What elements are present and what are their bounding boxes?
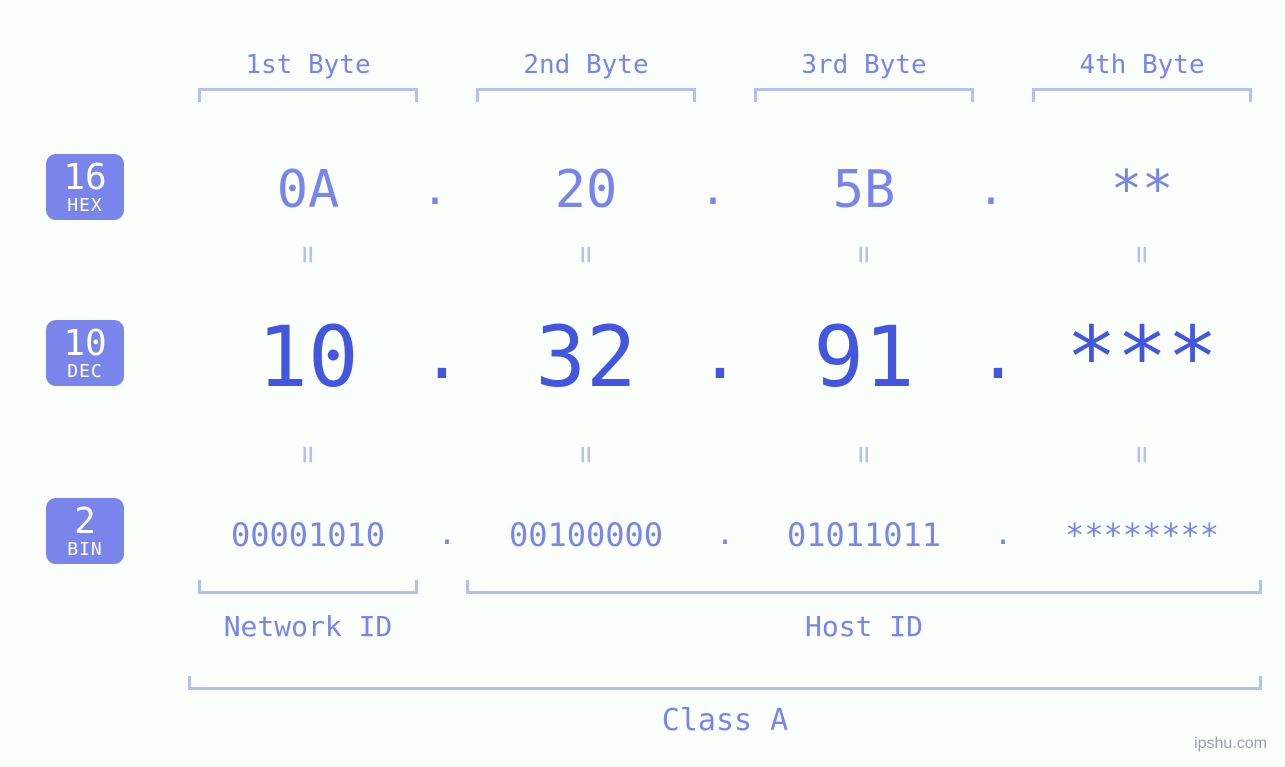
bin-sep-1: . [430,517,464,552]
hex-byte-4: ** [1012,160,1272,220]
dec-byte-4: *** [1012,308,1272,406]
hex-sep-2: . [684,164,742,215]
dec-byte-3: 91 [734,308,994,406]
badge-hex-base: 16 [63,160,106,196]
dec-sep-3: . [976,316,1020,395]
class-bracket [188,676,1262,690]
equals-dec-bin-3: = [847,440,882,470]
bin-byte-3: 01011011 [734,516,994,554]
badge-hex-label: HEX [67,196,103,216]
watermark: ipshu.com [1194,735,1267,753]
dec-byte-1: 10 [178,308,438,406]
badge-bin-label: BIN [67,540,103,560]
dec-sep-2: . [698,316,742,395]
equals-dec-bin-4: = [1125,440,1160,470]
hex-sep-3: . [962,164,1020,215]
hex-byte-3: 5B [734,160,994,220]
network-id-bracket [198,580,418,594]
bin-byte-2: 00100000 [456,516,716,554]
equals-hex-dec-1: = [291,240,326,270]
byte-header-4: 4th Byte [1012,50,1272,80]
badge-bin-base: 2 [74,504,96,540]
class-label: Class A [188,703,1262,738]
byte-header-3: 3rd Byte [734,50,994,80]
byte-top-bracket-1 [198,88,418,102]
hex-byte-1: 0A [178,160,438,220]
network-id-label: Network ID [178,610,438,643]
equals-hex-dec-2: = [569,240,604,270]
dec-byte-2: 32 [456,308,716,406]
bin-byte-4: ******** [1012,516,1272,554]
badge-dec-base: 10 [63,326,106,362]
badge-hex: 16HEX [46,154,124,220]
host-id-bracket [466,580,1262,594]
byte-header-1: 1st Byte [178,50,438,80]
hex-sep-1: . [406,164,464,215]
badge-bin: 2BIN [46,498,124,564]
bin-sep-2: . [708,517,742,552]
byte-top-bracket-2 [476,88,696,102]
equals-hex-dec-3: = [847,240,882,270]
byte-header-2: 2nd Byte [456,50,716,80]
bin-sep-3: . [986,517,1020,552]
dec-sep-1: . [420,316,464,395]
equals-dec-bin-1: = [291,440,326,470]
hex-byte-2: 20 [456,160,716,220]
badge-dec-label: DEC [67,362,103,382]
bin-byte-1: 00001010 [178,516,438,554]
equals-hex-dec-4: = [1125,240,1160,270]
equals-dec-bin-2: = [569,440,604,470]
byte-top-bracket-4 [1032,88,1252,102]
byte-top-bracket-3 [754,88,974,102]
host-id-label: Host ID [466,610,1262,643]
badge-dec: 10DEC [46,320,124,386]
